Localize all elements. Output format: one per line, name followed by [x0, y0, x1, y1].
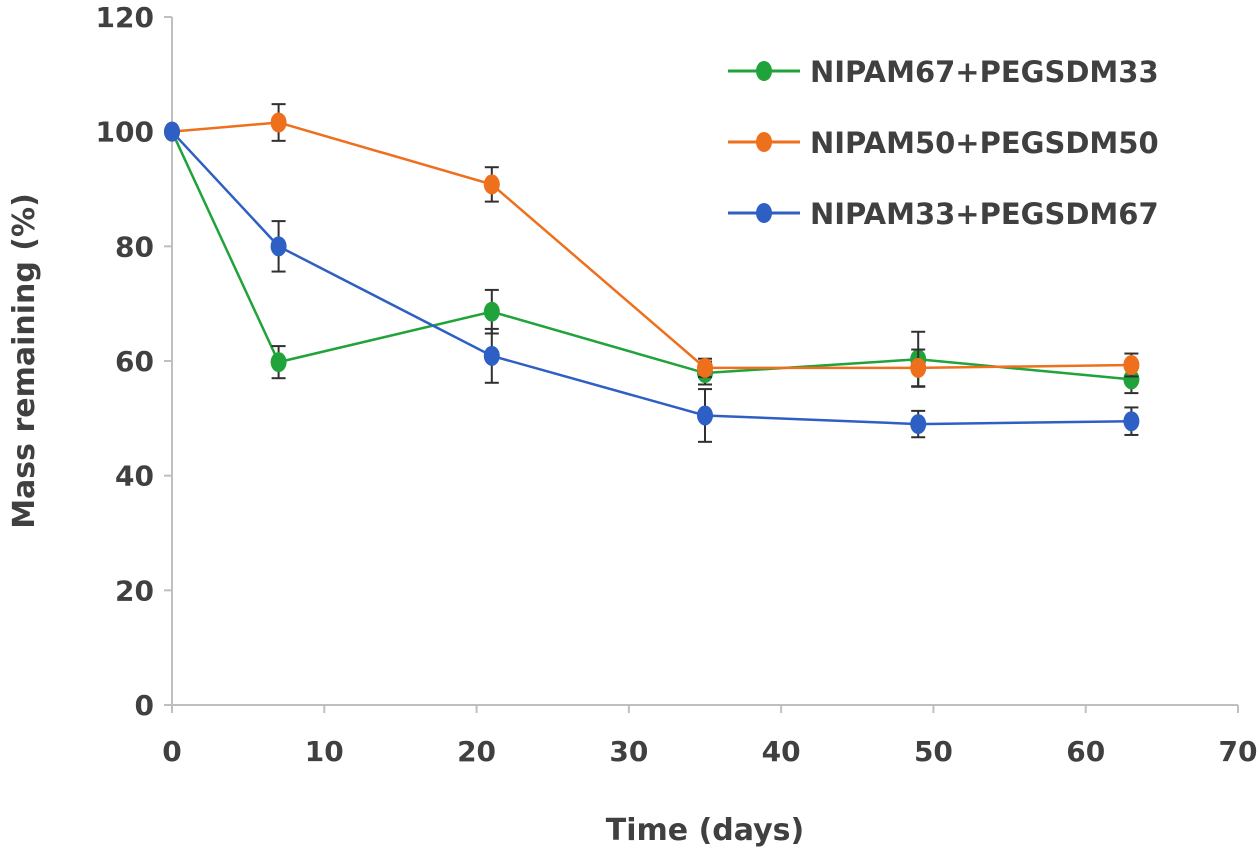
legend-item: NIPAM50+PEGSDM50 [728, 126, 1159, 160]
x-tick-label: 50 [914, 735, 953, 768]
legend-label: NIPAM67+PEGSDM33 [810, 55, 1159, 89]
x-tick-label: 10 [305, 735, 344, 768]
legend: NIPAM67+PEGSDM33 NIPAM50+PEGSDM50 NIPAM33+… [728, 55, 1159, 231]
data-point [697, 357, 713, 378]
x-tick-label: 30 [609, 735, 648, 768]
legend-label: NIPAM50+PEGSDM50 [810, 126, 1159, 160]
data-point [270, 236, 287, 257]
y-tick-label: 0 [135, 689, 154, 722]
y-tick-label: 60 [115, 345, 154, 378]
data-point [164, 121, 180, 142]
tick-labels: 0 20 40 60 80 100 120 0 10 20 30 40 50 60 70 [96, 1, 1258, 768]
data-point [1123, 355, 1140, 376]
legend-item: NIPAM67+PEGSDM33 [728, 55, 1159, 89]
series-0 [164, 121, 1140, 395]
data-point [483, 174, 500, 195]
x-tick-label: 70 [1219, 735, 1258, 768]
x-axis-label: Time (days) [606, 813, 804, 848]
data-point [1123, 369, 1140, 390]
legend-marker [756, 61, 772, 81]
data-point [1123, 411, 1140, 432]
x-tick-label: 0 [162, 735, 181, 768]
series-2 [164, 121, 1140, 443]
legend-item: NIPAM33+PEGSDM67 [728, 197, 1159, 231]
data-point [483, 345, 500, 366]
series-group [164, 103, 1140, 443]
data-point [910, 414, 927, 435]
y-tick-label: 80 [115, 230, 154, 263]
data-point [697, 405, 713, 426]
y-tick-label: 20 [115, 574, 154, 607]
series-line [170, 131, 1132, 381]
data-point [483, 301, 500, 322]
data-point [270, 352, 287, 373]
legend-marker [756, 203, 772, 223]
x-tick-label: 60 [1066, 735, 1105, 768]
data-point [910, 357, 927, 378]
series-line [171, 121, 1132, 370]
y-tick-label: 40 [115, 460, 154, 493]
y-tick-label: 100 [96, 116, 154, 149]
legend-label: NIPAM33+PEGSDM67 [810, 197, 1159, 231]
legend-marker [756, 132, 772, 152]
y-tick-label: 120 [96, 1, 154, 34]
data-point [270, 112, 287, 133]
x-tick-label: 20 [457, 735, 496, 768]
series-line [171, 130, 1132, 426]
x-tick-label: 40 [762, 735, 801, 768]
y-axis-label: Mass remaining (%) [7, 193, 42, 529]
